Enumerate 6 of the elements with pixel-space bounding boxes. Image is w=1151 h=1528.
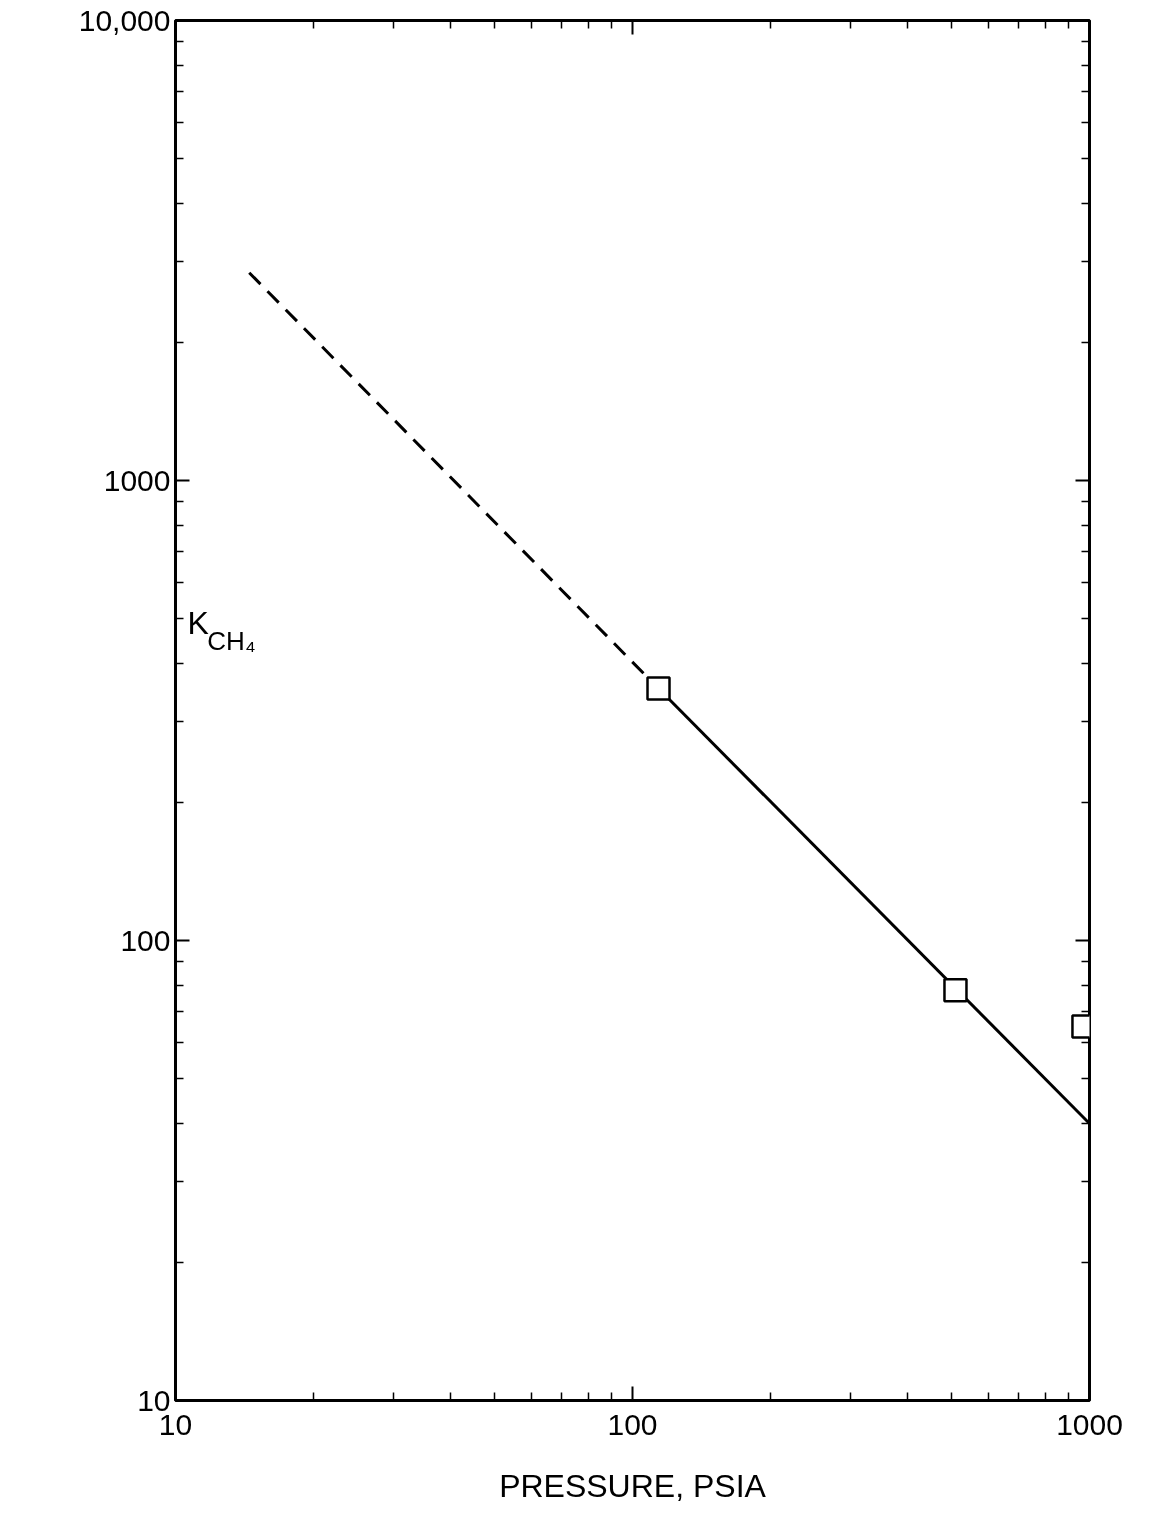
y-tick-label: 100 bbox=[120, 923, 171, 957]
y-tick-label: 1000 bbox=[103, 463, 171, 497]
y-tick-label: 10,000 bbox=[78, 3, 171, 37]
x-axis-title: PRESSURE, PSIA bbox=[499, 1467, 767, 1504]
x-tick-label: 100 bbox=[607, 1407, 658, 1441]
x-tick-label: 1000 bbox=[1056, 1407, 1123, 1441]
